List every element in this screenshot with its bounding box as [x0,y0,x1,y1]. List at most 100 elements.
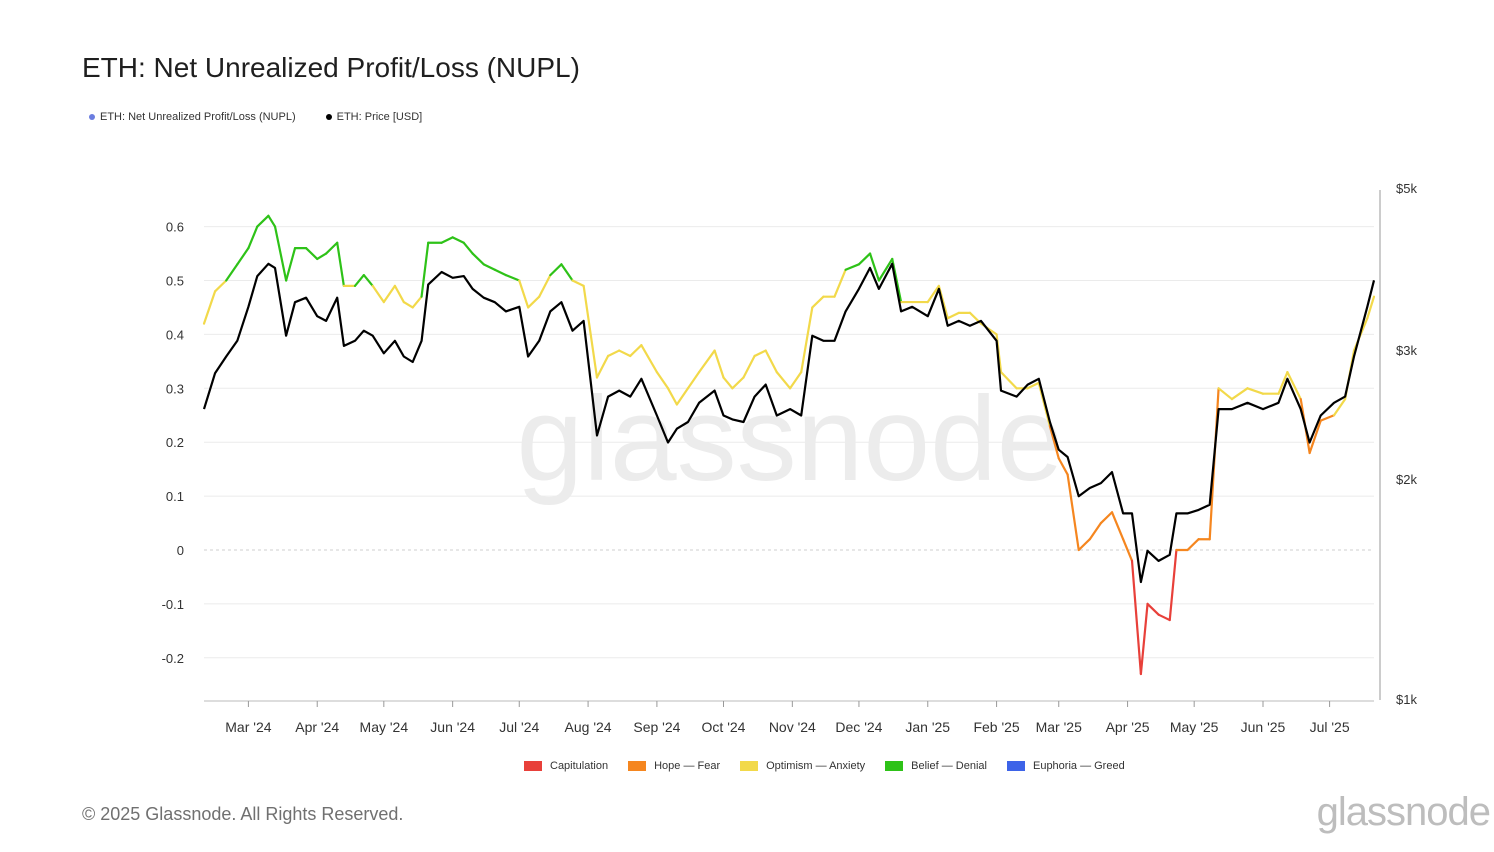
left-axis-tick: 0 [177,543,184,558]
zone-legend-label: Hope — Fear [654,760,721,772]
zone-legend-label: Euphoria — Greed [1032,760,1125,772]
nupl-segment [789,371,803,390]
nupl-segment [393,284,405,304]
zone-legend-item[interactable]: Optimism — Anxiety [740,760,865,772]
price-line [202,262,1376,584]
left-axis-tick: 0.5 [166,274,184,289]
legend-label-nupl: ETH: Net Unrealized Profit/Loss (NUPL) [100,111,296,123]
nupl-segment [868,252,881,282]
nupl-segment [214,279,228,293]
zone-swatch-icon [628,761,647,771]
nupl-segment [1366,295,1376,320]
series-legend: ETH: Net Unrealized Profit/Loss (NUPL) E… [89,111,422,123]
nupl-segment [1146,602,1160,616]
zone-swatch-icon [524,761,542,771]
nupl-segment [267,214,277,228]
zone-legend-item[interactable]: Euphoria — Greed [1006,760,1125,772]
x-axis-tick: Jun '24 [430,719,475,735]
nupl-segment [273,225,288,282]
x-axis-tick: Aug '24 [565,719,612,735]
zone-legend-item[interactable]: Belief — Denial [885,760,987,772]
x-axis-tick: Apr '24 [295,719,339,735]
nupl-segment [666,387,678,406]
left-axis-tick: 0.1 [166,489,184,504]
nupl-segment [336,241,345,287]
nupl-segment [549,263,563,277]
nupl-segment [1088,521,1103,541]
nupl-segment [247,225,259,250]
nupl-segment [697,349,716,374]
price-dot-icon [325,114,332,120]
nupl-segment [1139,602,1149,676]
x-axis-tick: Apr '25 [1106,719,1150,735]
nupl-segment [844,263,861,271]
nupl-segment [1157,613,1171,622]
chart-title: ETH: Net Unrealized Profit/Loss (NUPL) [82,52,580,83]
x-axis-tick: Jul '24 [499,719,539,735]
left-axis-tick: 0.2 [166,435,184,450]
legend-label-price: ETH: Price [USD] [336,111,423,123]
nupl-segment [411,295,423,309]
nupl-segment [999,371,1018,390]
nupl-segment [1230,387,1249,401]
x-axis-tick: Jun '25 [1241,719,1286,735]
zone-legend-item[interactable]: Capitulation [524,760,608,772]
nupl-segment [362,274,374,287]
nupl-segment [629,344,643,358]
nupl-dot-icon [89,114,95,120]
zone-legend: Capitulation Hope — Fear Optimism — Anxiet… [524,760,1125,772]
nupl-segment [655,371,670,390]
nupl-segment [1066,473,1080,552]
nupl-segment [775,371,792,390]
nupl-segment [353,274,365,287]
nupl-segment [1319,414,1336,422]
left-axis-tick: 0.6 [166,220,184,235]
nupl-segment [1130,559,1142,676]
nupl-segment [731,376,745,390]
x-axis-tick: Jul '25 [1310,719,1350,735]
left-axis-tick: 0.3 [166,381,184,396]
nupl-segment [1246,387,1265,395]
nupl-segment [1099,511,1114,525]
nupl-segment [877,257,894,282]
nupl-segment [1286,371,1302,401]
nupl-segment [1026,381,1040,390]
nupl-segment [595,354,610,379]
watermark: glassnode [516,372,1063,506]
nupl-segment [518,279,530,309]
zone-legend-label: Optimism — Anxiety [766,760,866,772]
nupl-segment [1057,457,1069,476]
zone-legend-item[interactable]: Hope — Fear [628,760,720,772]
nupl-segment [305,247,319,261]
nupl-segment [800,306,814,374]
zone-swatch-icon [740,761,759,771]
nupl-segment [236,247,250,266]
x-axis-tick: Jan '25 [905,719,950,735]
right-axis-tick: $5k [1396,181,1417,196]
nupl-segment [753,349,767,358]
nupl-segment [857,252,872,266]
nupl-segment [946,311,960,320]
zone-legend-label: Capitulation [550,760,609,772]
nupl-segment [202,290,217,325]
nupl-segment [504,274,521,282]
nupl-segment [833,268,847,298]
legend-item-nupl[interactable]: ETH: Net Unrealized Profit/Loss (NUPL) [89,111,296,123]
nupl-segment [1110,511,1125,541]
nupl-segment [451,236,465,244]
nupl-segment [225,263,239,282]
legend-item-price[interactable]: ETH: Price [USD] [325,111,423,123]
nupl-segment [560,263,574,282]
zone-swatch-icon [885,761,904,771]
nupl-segment [420,241,430,298]
x-axis-tick: Feb '25 [973,719,1019,735]
nupl-segment [675,387,690,406]
nupl-segment [256,214,270,228]
right-axis-tick: $2k [1396,472,1417,487]
nupl-segment [1186,538,1200,552]
nupl-segment [527,295,541,309]
nupl-segment [538,274,552,298]
x-axis-tick: May '25 [1170,719,1219,735]
nupl-segment [618,349,632,358]
